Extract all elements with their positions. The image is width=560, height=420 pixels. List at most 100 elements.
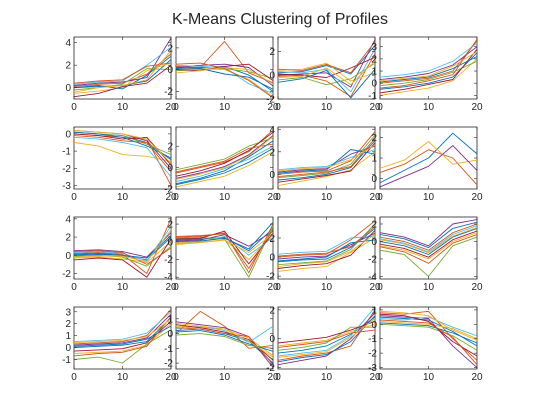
y-tick-label: 0 (371, 237, 377, 248)
y-tick-label: 1 (371, 154, 377, 165)
y-tick-label: 2 (269, 305, 275, 316)
y-tick-label: -2 (164, 359, 173, 370)
profile-line (74, 229, 171, 263)
x-tick-label: 10 (219, 282, 231, 293)
profile-line (380, 141, 477, 169)
y-tick-label: -2 (368, 349, 377, 360)
subplot-cluster-11: 0 10 20-202 (266, 216, 381, 293)
x-tick-label: 0 (173, 102, 179, 113)
profile-line (380, 316, 477, 337)
y-tick-label: -2 (368, 254, 377, 265)
x-tick-label: 0 (275, 102, 281, 113)
profile-line (278, 60, 375, 86)
y-tick-label: 0 (167, 65, 173, 76)
profile-line (278, 329, 375, 348)
axes-frame (175, 216, 274, 280)
profile-line (74, 238, 171, 278)
x-tick-label: 10 (219, 192, 231, 203)
profile-line (278, 223, 375, 266)
profile-line (278, 138, 375, 178)
subplot-cluster-5: 0 10 20-3-2-10 (62, 126, 177, 203)
profile-line (176, 230, 273, 247)
y-tick-label: 2 (371, 219, 377, 230)
profile-line (176, 67, 273, 90)
series-group (74, 129, 171, 186)
series-group (176, 221, 273, 278)
profile-line (176, 225, 273, 278)
x-tick-label: 20 (471, 102, 483, 113)
x-tick-label: 0 (377, 102, 383, 113)
profile-line (74, 323, 171, 354)
y-tick-label: 1 (371, 305, 377, 316)
profile-line (176, 143, 273, 173)
profile-line (74, 316, 171, 357)
series-group (74, 218, 171, 278)
x-tick-label: 0 (173, 282, 179, 293)
profile-line (74, 62, 171, 94)
profile-line (278, 41, 375, 74)
series-group (278, 39, 375, 99)
profile-line (176, 151, 273, 188)
profile-line (380, 323, 477, 351)
y-tick-label: 0 (65, 83, 71, 94)
y-tick-label: 2 (269, 47, 275, 58)
x-tick-label: 10 (423, 192, 435, 203)
y-tick-label: -2 (164, 255, 173, 266)
y-tick-label: -2 (266, 272, 275, 283)
profile-line (278, 230, 375, 269)
x-tick-label: 20 (369, 102, 381, 113)
profile-line (74, 225, 171, 262)
x-tick-label: 10 (117, 282, 129, 293)
y-tick-label: 2 (269, 147, 275, 158)
profile-line (176, 230, 273, 265)
profile-line (380, 227, 477, 254)
y-tick-label: 2 (167, 220, 173, 231)
y-tick-label: 1 (167, 314, 173, 325)
profile-line (278, 323, 375, 347)
profile-line (278, 239, 375, 262)
y-tick-label: 0 (65, 251, 71, 262)
profile-line (380, 39, 477, 89)
profile-line (380, 42, 477, 78)
x-tick-label: 0 (173, 372, 179, 383)
x-tick-label: 20 (165, 192, 177, 203)
subplot-cluster-3: 0 10 20-202 (266, 36, 381, 113)
profile-line (380, 230, 477, 258)
y-tick-label: 1 (371, 67, 377, 78)
series-group (74, 37, 171, 98)
y-tick-label: -2 (164, 87, 173, 98)
profile-line (74, 135, 171, 173)
x-tick-label: 0 (275, 372, 281, 383)
x-tick-label: 20 (471, 282, 483, 293)
x-tick-label: 20 (471, 372, 483, 383)
profile-line (176, 136, 273, 180)
series-group (176, 40, 273, 99)
y-tick-label: 2 (269, 233, 275, 244)
profile-line (74, 136, 171, 178)
y-tick-label: 3 (371, 42, 377, 53)
profile-line (380, 58, 477, 96)
profile-line (74, 325, 171, 347)
x-tick-label: 0 (71, 192, 77, 203)
profile-line (278, 220, 375, 258)
x-tick-label: 20 (267, 102, 279, 113)
y-tick-label: 0 (269, 170, 275, 181)
x-tick-label: 0 (377, 282, 383, 293)
profile-line (74, 313, 171, 346)
profile-line (176, 63, 273, 81)
profile-line (74, 46, 171, 85)
y-tick-label: 0 (371, 320, 377, 331)
profile-line (380, 310, 477, 341)
subplot-cluster-14: 0 10 20-2-101 (164, 306, 279, 383)
y-tick-label: 0 (371, 79, 377, 90)
y-tick-label: 0 (371, 174, 377, 185)
profile-line (176, 325, 273, 343)
profile-line (74, 53, 171, 88)
profile-line (380, 320, 477, 340)
profile-line (74, 311, 171, 343)
profile-line (380, 227, 477, 255)
profile-line (278, 315, 375, 363)
